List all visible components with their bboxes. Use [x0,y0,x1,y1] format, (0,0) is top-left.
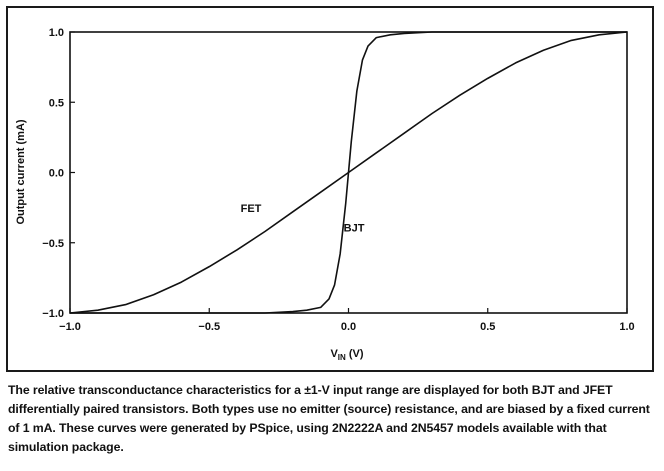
chart: 1.0 0.5 0.0 −0.5 −1.0 −1.0 −0.5 0.0 0.5 1.0 FET B… [15,27,635,362]
y-axis-title: Output current (mA) [15,119,27,224]
x-tick-label: −1.0 [59,321,81,333]
y-tick-label: 0.5 [49,97,64,109]
series-layer [69,31,628,314]
x-axis: −1.0 −0.5 0.0 0.5 1.0 [59,308,635,333]
figure-frame [6,6,654,372]
series-bjt-line [70,31,627,314]
figure-caption: The relative transconductance characteri… [8,383,650,454]
x-tick-label: −0.5 [198,321,220,333]
curve-label-bjt: BJT [344,223,365,235]
y-axis: 1.0 0.5 0.0 −0.5 −1.0 [42,27,75,320]
annotation-layer: FET BJT [241,203,365,235]
curve-label-fet: FET [241,203,262,215]
x-tick-label: 0.5 [480,321,495,333]
x-axis-title-subscript: IN [338,353,346,362]
y-tick-label: 0.0 [49,168,64,180]
x-tick-label: 0.0 [341,321,356,333]
y-tick-label: −0.5 [42,238,64,250]
y-tick-label: −1.0 [42,308,64,320]
y-tick-label: 1.0 [49,27,64,39]
x-axis-title-unit: (V) [346,348,364,360]
x-axis-title: VIN (V) [330,348,363,362]
x-tick-label: 1.0 [619,321,634,333]
x-axis-title-main: V [330,348,338,360]
